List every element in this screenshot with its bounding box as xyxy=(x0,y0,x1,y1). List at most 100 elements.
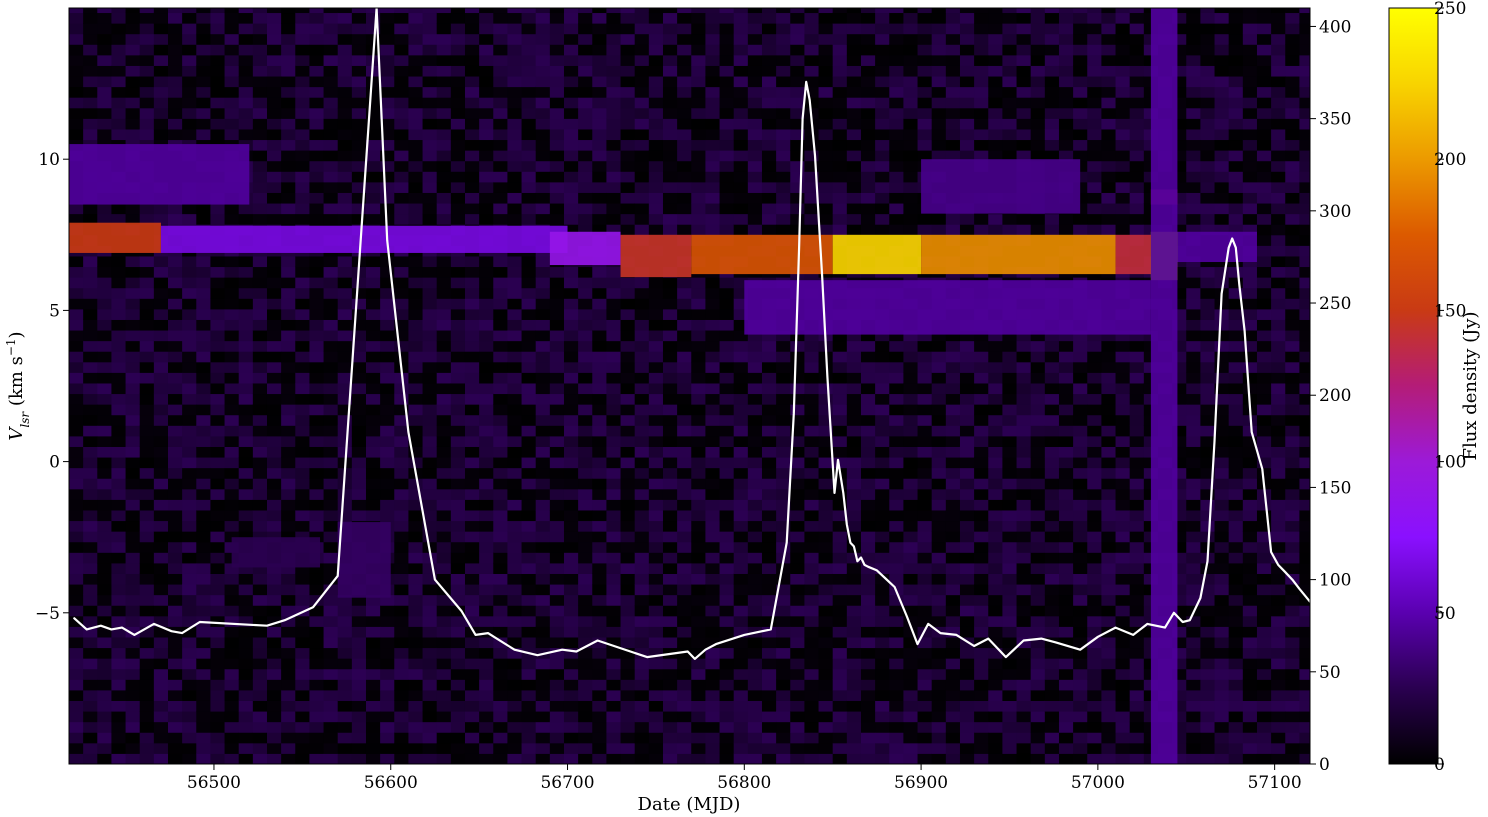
heatmap-noise-cell xyxy=(917,118,933,130)
heatmap-noise-cell xyxy=(295,203,310,215)
heatmap-noise-cell xyxy=(875,340,890,352)
heatmap-noise-cell xyxy=(521,467,537,479)
heatmap-noise-cell xyxy=(479,679,494,691)
heatmap-noise-cell xyxy=(436,404,452,416)
heatmap-noise-cell xyxy=(761,351,777,363)
heatmap-noise-cell xyxy=(196,425,211,437)
heatmap-noise-cell xyxy=(563,732,579,744)
heatmap-noise-cell xyxy=(125,414,141,426)
heatmap-noise-cell xyxy=(408,531,424,543)
heatmap-noise-cell xyxy=(592,372,607,384)
heatmap-noise-cell xyxy=(691,308,706,320)
heatmap-noise-cell xyxy=(1002,742,1018,754)
heatmap-noise-cell xyxy=(677,171,692,183)
heatmap-noise-cell xyxy=(691,457,706,469)
heatmap-noise-cell xyxy=(1044,753,1060,764)
heatmap-noise-cell xyxy=(549,33,565,45)
heatmap-noise-cell xyxy=(436,340,452,352)
heatmap-noise-cell xyxy=(662,382,678,395)
heatmap-noise-cell xyxy=(153,457,169,469)
heatmap-noise-cell xyxy=(139,330,155,342)
heatmap-noise-cell xyxy=(790,509,805,522)
heatmap-noise-cell xyxy=(365,425,381,437)
heatmap-noise-cell xyxy=(422,181,438,193)
heatmap-noise-cell xyxy=(323,33,339,45)
heatmap-noise-cell xyxy=(959,711,975,723)
heatmap-noise-cell xyxy=(182,54,197,66)
heatmap-noise-cell xyxy=(238,213,254,225)
heatmap-noise-cell xyxy=(662,700,678,712)
heatmap-noise-cell xyxy=(662,150,678,162)
heatmap-noise-cell xyxy=(832,520,848,532)
heatmap-noise-cell xyxy=(903,689,919,701)
heatmap-noise-cell xyxy=(705,65,721,77)
heatmap-noise-cell xyxy=(139,721,155,733)
heatmap-noise-cell xyxy=(365,139,381,151)
heatmap-noise-cell xyxy=(337,8,353,14)
heatmap-noise-cell xyxy=(974,351,989,363)
heatmap-noise-cell xyxy=(761,626,777,638)
heatmap-noise-cell xyxy=(634,44,650,56)
heatmap-noise-cell xyxy=(97,393,112,405)
heatmap-noise-cell xyxy=(662,552,678,564)
heatmap-noise-cell xyxy=(761,520,777,532)
heatmap-noise-cell xyxy=(408,647,424,659)
heatmap-noise-cell xyxy=(662,404,678,416)
heatmap-noise-cell xyxy=(139,658,155,670)
heatmap-noise-cell xyxy=(182,393,197,405)
heatmap-noise-cell xyxy=(479,499,494,511)
heatmap-noise-cell xyxy=(761,213,777,225)
heatmap-noise-cell xyxy=(903,23,919,35)
heatmap-noise-cell xyxy=(167,76,183,88)
heatmap-noise-cell xyxy=(691,658,706,670)
heatmap-noise-cell xyxy=(776,721,791,733)
heatmap-noise-cell xyxy=(662,425,678,437)
heatmap-noise-cell xyxy=(832,33,848,45)
heatmap-noise-cell xyxy=(521,12,537,24)
heatmap-noise-cell xyxy=(705,711,721,723)
heatmap-noise-cell xyxy=(422,255,438,268)
heatmap-noise-cell xyxy=(111,435,127,447)
heatmap-noise-cell xyxy=(450,446,466,458)
heatmap-noise-cell xyxy=(182,753,197,764)
heatmap-noise-cell xyxy=(578,753,593,764)
heatmap-noise-cell xyxy=(125,562,141,574)
heatmap-noise-cell xyxy=(252,372,268,384)
heatmap-noise-cell xyxy=(450,435,466,447)
heatmap-noise-cell xyxy=(761,372,777,384)
heatmap-noise-cell xyxy=(266,361,282,373)
heatmap-noise-cell xyxy=(507,76,523,88)
heatmap-noise-cell xyxy=(238,33,254,45)
heatmap-noise-cell xyxy=(69,488,84,500)
heatmap-noise-cell xyxy=(125,467,141,479)
heatmap-noise-cell xyxy=(111,584,127,596)
heatmap-noise-cell xyxy=(97,605,112,617)
heatmap-noise-cell xyxy=(818,626,834,638)
heatmap-noise-cell xyxy=(705,742,721,754)
heatmap-noise-cell xyxy=(634,435,650,447)
heatmap-noise-cell xyxy=(139,552,155,564)
heatmap-noise-cell xyxy=(521,287,537,299)
heatmap-noise-cell xyxy=(450,139,466,151)
heatmap-noise-cell xyxy=(365,160,381,172)
heatmap-noise-cell xyxy=(903,541,919,553)
heatmap-noise-cell xyxy=(790,181,805,193)
heatmap-noise-cell xyxy=(83,266,98,278)
heatmap-noise-cell xyxy=(719,467,735,479)
heatmap-noise-cell xyxy=(238,467,254,479)
heatmap-noise-cell xyxy=(111,65,127,77)
heatmap-noise-cell xyxy=(974,86,989,98)
heatmap-noise-cell xyxy=(761,425,777,437)
heatmap-noise-cell xyxy=(408,499,424,511)
heatmap-noise-cell xyxy=(875,446,890,458)
heatmap-noise-cell xyxy=(677,330,692,342)
heatmap-noise-cell xyxy=(1002,107,1018,119)
heatmap-noise-cell xyxy=(365,33,381,45)
heatmap-noise-cell xyxy=(691,23,706,35)
heatmap-noise-cell xyxy=(224,65,240,77)
heatmap-noise-cell xyxy=(606,467,622,479)
heatmap-noise-cell xyxy=(719,711,735,723)
heatmap-noise-cell xyxy=(365,86,381,98)
heatmap-noise-cell xyxy=(69,23,84,35)
heatmap-noise-cell xyxy=(875,213,890,225)
